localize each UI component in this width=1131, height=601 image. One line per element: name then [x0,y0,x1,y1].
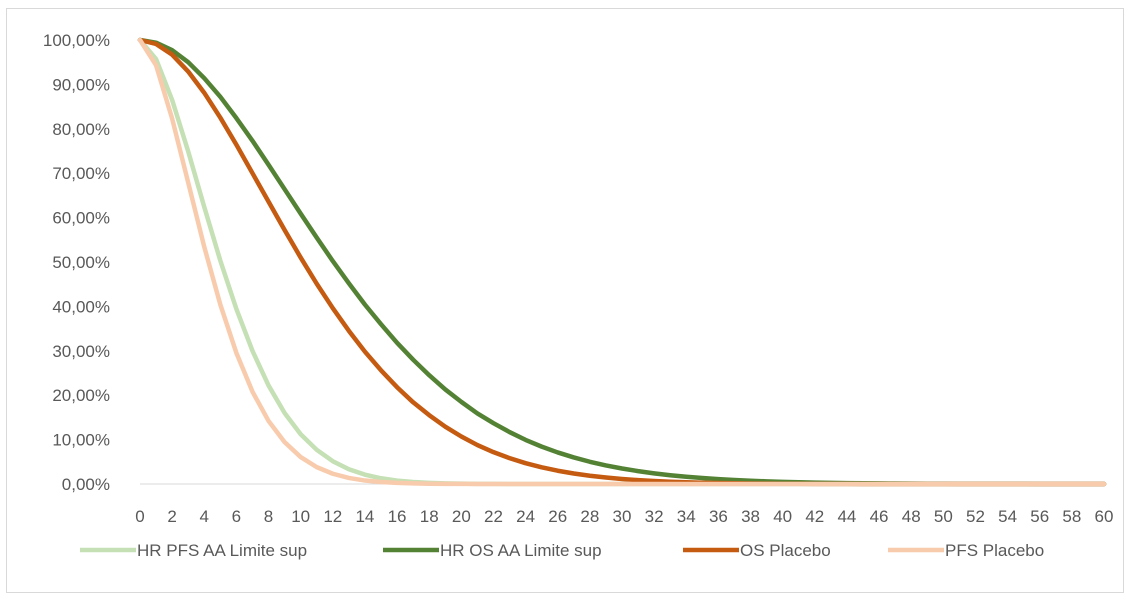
x-tick-label: 48 [902,507,921,526]
legend-item: OS Placebo [683,541,831,560]
x-tick-label: 6 [232,507,241,526]
x-tick-label: 14 [355,507,374,526]
x-tick-label: 46 [870,507,889,526]
y-tick-label: 60,00% [52,209,110,228]
x-tick-label: 56 [1030,507,1049,526]
x-tick-label: 26 [548,507,567,526]
legend-item: HR PFS AA Limite sup [80,541,307,560]
x-tick-label: 34 [677,507,696,526]
legend-label: PFS Placebo [945,541,1044,560]
x-tick-label: 38 [741,507,760,526]
x-tick-label: 12 [323,507,342,526]
y-tick-label: 30,00% [52,342,110,361]
x-axis-tick-labels: 0 2 4 6 8 10 12 14 16 18 20 22 24 26 28 30 32 34 36 38 40 42 4… [135,507,1113,526]
x-tick-label: 8 [264,507,273,526]
series-line-os-placebo [137,37,1107,487]
x-tick-label: 42 [805,507,824,526]
legend: HR PFS AA Limite sup HR OS AA Limite sup O… [80,541,1044,560]
x-tick-label: 28 [580,507,599,526]
x-tick-label: 52 [966,507,985,526]
legend-label: OS Placebo [740,541,831,560]
y-tick-label: 100,00% [43,31,110,50]
y-tick-label: 10,00% [52,431,110,450]
x-tick-label: 60 [1095,507,1114,526]
y-tick-label: 20,00% [52,386,110,405]
series-lines [137,37,1107,487]
legend-label: HR OS AA Limite sup [440,541,602,560]
legend-label: HR PFS AA Limite sup [137,541,307,560]
y-axis-tick-labels: 0,00% 10,00% 20,00% 30,00% 40,00% 50,00% 60,00… [43,31,110,494]
series-line-hr-pfs-aa-limite-sup [137,37,1107,487]
x-tick-label: 58 [1062,507,1081,526]
x-tick-label: 4 [200,507,209,526]
x-tick-label: 32 [645,507,664,526]
x-tick-label: 22 [484,507,503,526]
series-line-pfs-placebo [137,37,1107,487]
x-tick-label: 40 [773,507,792,526]
y-tick-label: 0,00% [62,475,110,494]
chart-area [6,8,1124,593]
x-tick-label: 10 [291,507,310,526]
y-tick-label: 90,00% [52,75,110,94]
x-tick-label: 0 [135,507,144,526]
x-tick-label: 54 [998,507,1017,526]
x-tick-label: 50 [934,507,953,526]
legend-item: HR OS AA Limite sup [383,541,602,560]
series-line-hr-os-aa-limite-sup [137,37,1107,487]
x-tick-label: 18 [420,507,439,526]
y-tick-label: 40,00% [52,297,110,316]
legend-item: PFS Placebo [888,541,1044,560]
x-tick-label: 44 [837,507,856,526]
x-tick-label: 30 [613,507,632,526]
y-tick-label: 50,00% [52,253,110,272]
x-tick-label: 20 [452,507,471,526]
x-tick-label: 24 [516,507,535,526]
x-tick-label: 36 [709,507,728,526]
y-tick-label: 70,00% [52,164,110,183]
x-tick-label: 16 [388,507,407,526]
x-tick-label: 2 [167,507,176,526]
y-tick-label: 80,00% [52,120,110,139]
